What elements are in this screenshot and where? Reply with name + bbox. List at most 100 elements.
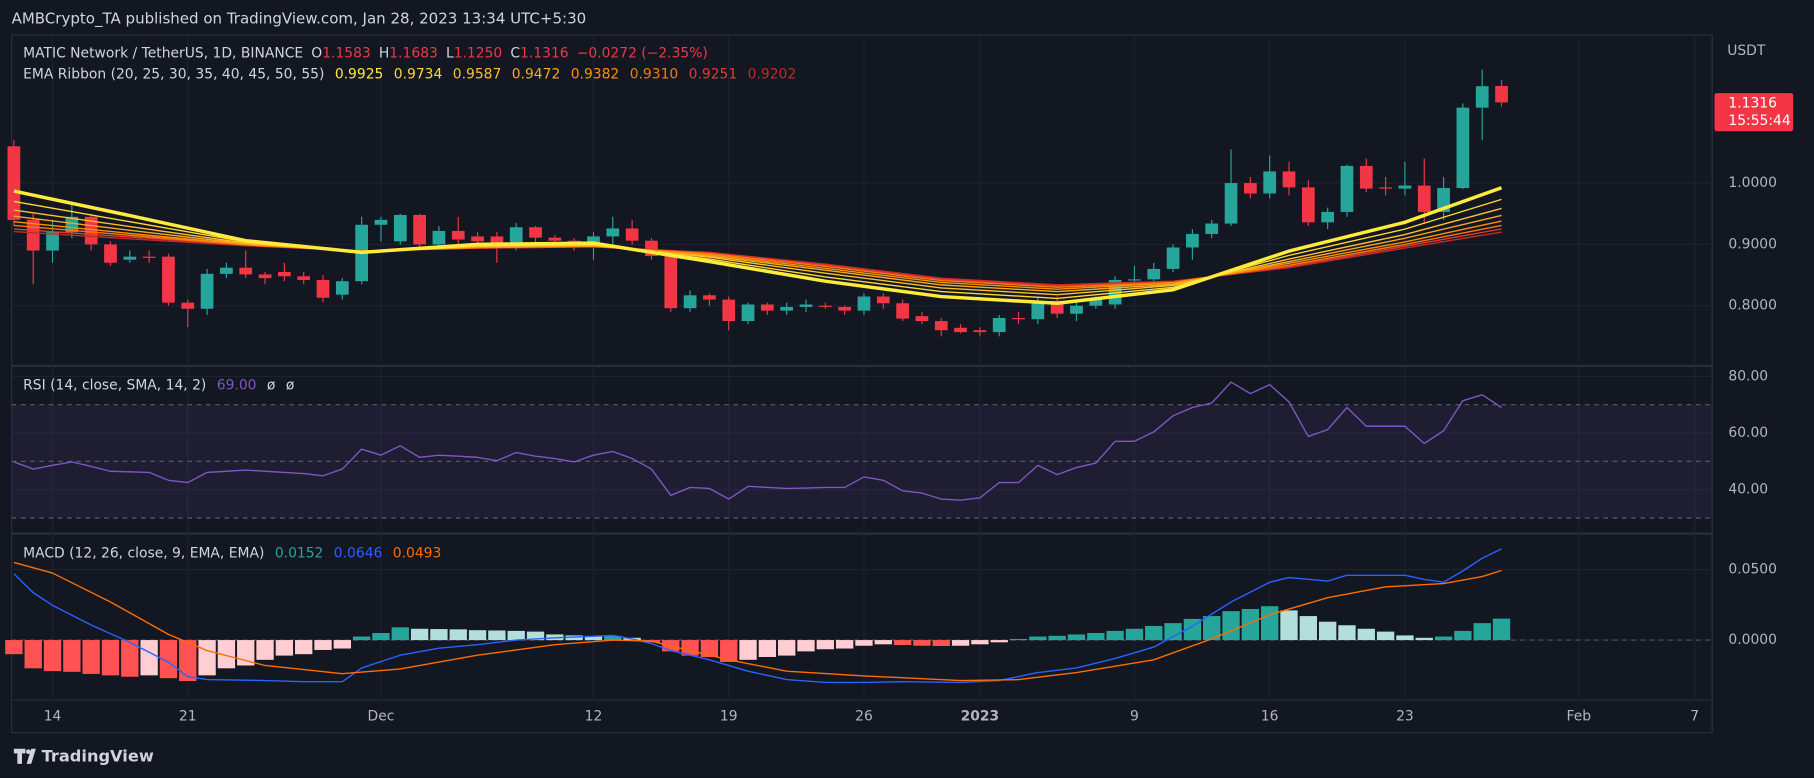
macd-histogram-bar — [720, 640, 738, 662]
ohlc-value: 1.1683 — [389, 46, 438, 62]
macd-histogram-bar — [295, 640, 313, 655]
candle-body — [162, 256, 175, 303]
macd-histogram-bar — [468, 630, 487, 641]
x-tick-label: 9 — [1130, 708, 1139, 724]
candle-body — [316, 279, 330, 298]
macd-histogram-bar — [700, 640, 719, 658]
macd-histogram-bar — [816, 640, 835, 650]
ema-value: 0.9382 — [571, 66, 620, 82]
macd-histogram-bar — [1164, 623, 1182, 641]
macd-histogram-bar — [507, 630, 525, 641]
candle-body — [239, 267, 253, 275]
candle-body — [1031, 300, 1045, 320]
y-tick-label: 0.8000 — [1728, 298, 1777, 314]
macd-histogram-bar — [159, 640, 178, 679]
rsi-line — [13, 381, 1502, 501]
candle-body — [200, 273, 214, 309]
macd-histogram-bar — [391, 627, 409, 641]
ohlc-label: L — [446, 46, 454, 62]
macd-histogram-bar — [488, 630, 506, 641]
macd-histogram-bar — [1067, 634, 1086, 641]
macd-histogram-bar — [584, 636, 603, 641]
candle-body — [1398, 185, 1412, 189]
macd-histogram-bar — [179, 640, 197, 682]
candle-body — [46, 232, 59, 251]
candle-body — [799, 304, 813, 307]
candle-body — [84, 216, 98, 245]
ema-value: 0.9472 — [512, 66, 561, 82]
x-tick-label: 21 — [179, 708, 197, 724]
macd-histogram-bar — [352, 636, 371, 641]
macd-histogram-bar — [1087, 633, 1105, 641]
macd-histogram-bar — [893, 640, 912, 646]
candle-body — [857, 296, 871, 311]
candle-body — [278, 271, 291, 277]
candle-body — [1340, 165, 1354, 212]
macd-histogram-bar — [797, 640, 815, 652]
candle-body — [973, 330, 987, 333]
candle-body — [142, 256, 156, 258]
macd-histogram-bar — [1473, 623, 1491, 641]
last-price-label: 1.1316 — [1728, 96, 1777, 112]
macd-histogram-bar — [1376, 631, 1395, 641]
ohlc-label: O — [311, 46, 322, 62]
macd-histogram-bar — [1357, 628, 1375, 641]
y-tick-label: 40.00 — [1728, 482, 1768, 498]
ema-value: 0.9310 — [630, 66, 679, 82]
ohlc-label: C — [510, 46, 520, 62]
candle-body — [432, 230, 446, 245]
candle-body — [1495, 86, 1508, 103]
ema-value: 0.9251 — [689, 66, 738, 82]
candle-body — [258, 274, 272, 279]
candle-body — [1205, 223, 1219, 234]
rsi-label: RSI (14, close, SMA, 14, 2) — [23, 378, 206, 394]
macd-histogram-bar — [971, 640, 989, 645]
change: −0.0272 (−2.35%) — [577, 46, 708, 62]
candle-body — [992, 317, 1006, 333]
candle-body — [915, 316, 929, 322]
macd-histogram-bar — [256, 640, 274, 660]
macd-histogram-bar — [526, 631, 545, 641]
candle-body — [374, 219, 388, 225]
macd-hist-value: 0.0152 — [275, 545, 324, 561]
ema-legend: EMA Ribbon (20, 25, 30, 35, 40, 45, 50, … — [23, 66, 796, 82]
candle-body — [722, 299, 736, 322]
macd-histogram-bar — [449, 629, 467, 641]
candle-body — [181, 302, 195, 309]
ema-value: 0.9202 — [748, 66, 797, 82]
macd-histogram-bar — [1415, 637, 1433, 641]
rsi-extra: ø — [267, 378, 276, 394]
macd-histogram-bar — [82, 640, 100, 674]
candle-body — [780, 306, 794, 311]
macd-histogram-bar — [333, 640, 351, 649]
candle-body — [1089, 299, 1103, 306]
candle-body — [1475, 86, 1489, 108]
macd-value: 0.0646 — [334, 545, 383, 561]
candle-body — [7, 146, 21, 220]
ema-value: 0.9734 — [394, 66, 443, 82]
candle-body — [548, 237, 562, 241]
candle-body — [838, 306, 852, 311]
macd-histogram-bar — [275, 640, 294, 656]
y-tick-label: 1.0000 — [1728, 175, 1777, 191]
candle-body — [703, 295, 716, 300]
macd-histogram-bar — [140, 640, 158, 676]
macd-histogram-bar — [739, 640, 757, 660]
x-tick-label: 16 — [1261, 708, 1279, 724]
macd-label: MACD (12, 26, close, 9, EMA, EMA) — [23, 545, 264, 561]
candle-body — [876, 296, 890, 304]
macd-histogram-bar — [1299, 616, 1318, 641]
macd-histogram-bar — [1261, 606, 1279, 641]
chart-area — [10, 34, 1713, 734]
plot: 14 21 Dec 12 19 26 2023 9 16 23 Feb 7 0.8000 0.9000 1.… — [5, 69, 1777, 724]
y-tick-label: 60.00 — [1728, 425, 1768, 441]
x-tick-label: 2023 — [961, 708, 1000, 724]
brand-name: TradingView — [42, 746, 154, 765]
macd-histogram-bar — [63, 640, 81, 672]
macd-histogram-bar — [1125, 628, 1144, 641]
candle-body — [683, 295, 697, 309]
macd-histogram-bar — [1241, 609, 1260, 641]
candle-body — [1186, 233, 1199, 248]
ema-value: 0.9925 — [335, 66, 384, 82]
macd-histogram-bar — [932, 640, 950, 646]
